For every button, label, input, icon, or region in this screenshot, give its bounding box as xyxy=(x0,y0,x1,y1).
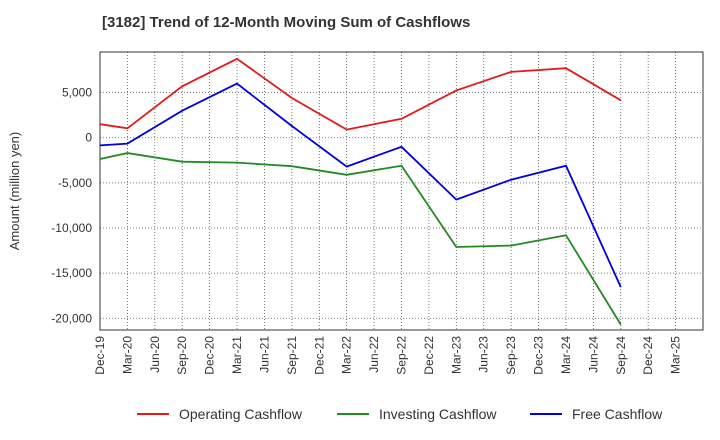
x-tick-label: Mar-21 xyxy=(230,336,244,374)
x-tick-label: Dec-24 xyxy=(641,336,655,375)
legend-label: Free Cashflow xyxy=(572,406,663,422)
legend-label: Investing Cashflow xyxy=(379,406,497,422)
series-line xyxy=(99,82,622,288)
x-tick-label: Mar-24 xyxy=(559,336,573,374)
x-tick-label: Mar-22 xyxy=(340,336,354,374)
grid-lines xyxy=(100,52,704,330)
x-tick-label: Mar-23 xyxy=(449,336,463,374)
series-line xyxy=(99,57,622,131)
x-tick-label: Dec-23 xyxy=(532,336,546,375)
x-tick-label: Sep-21 xyxy=(285,336,299,375)
y-tick-labels: 5,000 0 -5,000 -10,000 -15,000 -20,000 xyxy=(51,86,92,326)
legend-label: Operating Cashflow xyxy=(179,406,303,422)
plot-frame xyxy=(99,51,704,331)
y-tick-label: -10,000 xyxy=(51,221,92,235)
series-lines xyxy=(99,57,622,326)
y-axis-title: Amount (million yen) xyxy=(7,132,22,251)
x-tick-label: Dec-19 xyxy=(93,336,107,375)
x-tick-label: Jun-21 xyxy=(257,336,271,373)
x-tick-label: Dec-22 xyxy=(422,336,436,375)
x-tick-label: Sep-22 xyxy=(395,336,409,375)
y-tick-label: -5,000 xyxy=(58,176,92,190)
x-tick-label: Jun-22 xyxy=(367,336,381,373)
x-tick-label: Dec-21 xyxy=(312,336,326,375)
x-tick-label: Jun-24 xyxy=(586,336,600,373)
legend: Operating Cashflow Investing Cashflow Free… xyxy=(137,406,663,422)
series-line xyxy=(99,152,622,326)
y-tick-label: -20,000 xyxy=(51,311,92,325)
x-tick-label: Sep-23 xyxy=(504,336,518,375)
x-tick-label: Mar-20 xyxy=(120,336,134,374)
y-tick-label: 0 xyxy=(85,131,92,145)
y-tick-label: -15,000 xyxy=(51,266,92,280)
x-tick-label: Mar-25 xyxy=(669,336,683,374)
x-tick-label: Sep-20 xyxy=(175,336,189,375)
x-tick-label: Sep-24 xyxy=(614,336,628,375)
x-tick-labels: Dec-19 Mar-20 Jun-20 Sep-20 Dec-20 Mar-21 Jun-… xyxy=(93,336,683,375)
plot-border xyxy=(99,51,704,331)
x-tick-label: Jun-23 xyxy=(477,336,491,373)
x-tick-label: Jun-20 xyxy=(148,336,162,373)
y-tick-label: 5,000 xyxy=(62,86,92,100)
x-tick-label: Dec-20 xyxy=(203,336,217,375)
chart-title: [3182] Trend of 12-Month Moving Sum of C… xyxy=(102,14,471,31)
